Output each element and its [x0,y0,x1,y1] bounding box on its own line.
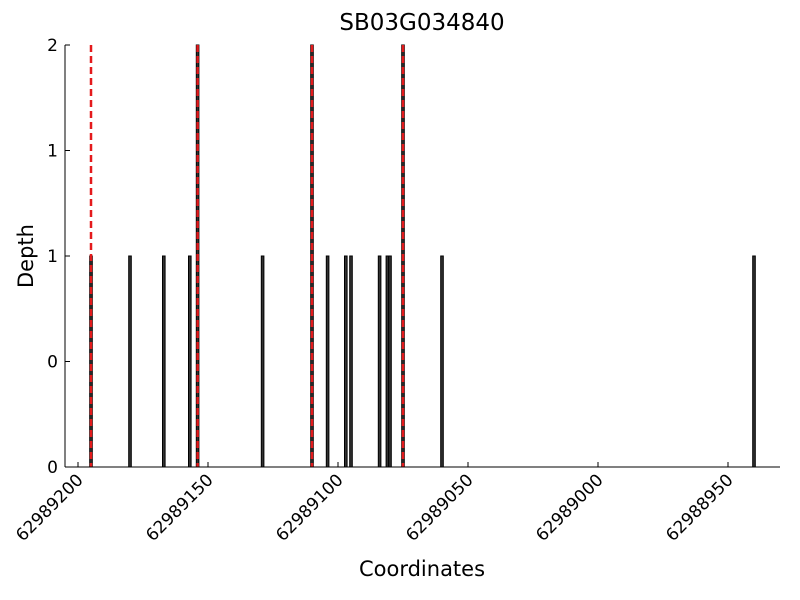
bar [344,255,348,468]
bar [440,255,444,468]
bar [188,255,192,468]
bar [325,255,330,468]
chart-title: SB03G034840 [339,10,504,36]
y-tick-label: 0 [47,458,58,478]
x-tick-label: 62989000 [532,470,607,545]
bar [162,255,166,468]
x-tick-label: 62989150 [142,470,217,545]
y-tick-label: 1 [47,247,58,267]
x-tick-label: 62989100 [272,470,347,545]
bar [128,255,132,468]
x-tick-label: 62989050 [402,470,477,545]
y-tick-label: 0 [47,353,58,373]
x-axis-label: Coordinates [359,557,485,581]
y-tick-label: 1 [47,142,58,162]
bar [752,255,756,468]
x-tick-label: 62989200 [12,470,87,545]
y-tick-label: 2 [47,36,58,56]
y-axis-label: Depth [14,224,38,288]
bar [377,255,382,468]
bar [260,255,265,468]
bar [388,255,392,468]
bar [349,255,353,468]
x-tick-label: 62988950 [662,470,737,545]
